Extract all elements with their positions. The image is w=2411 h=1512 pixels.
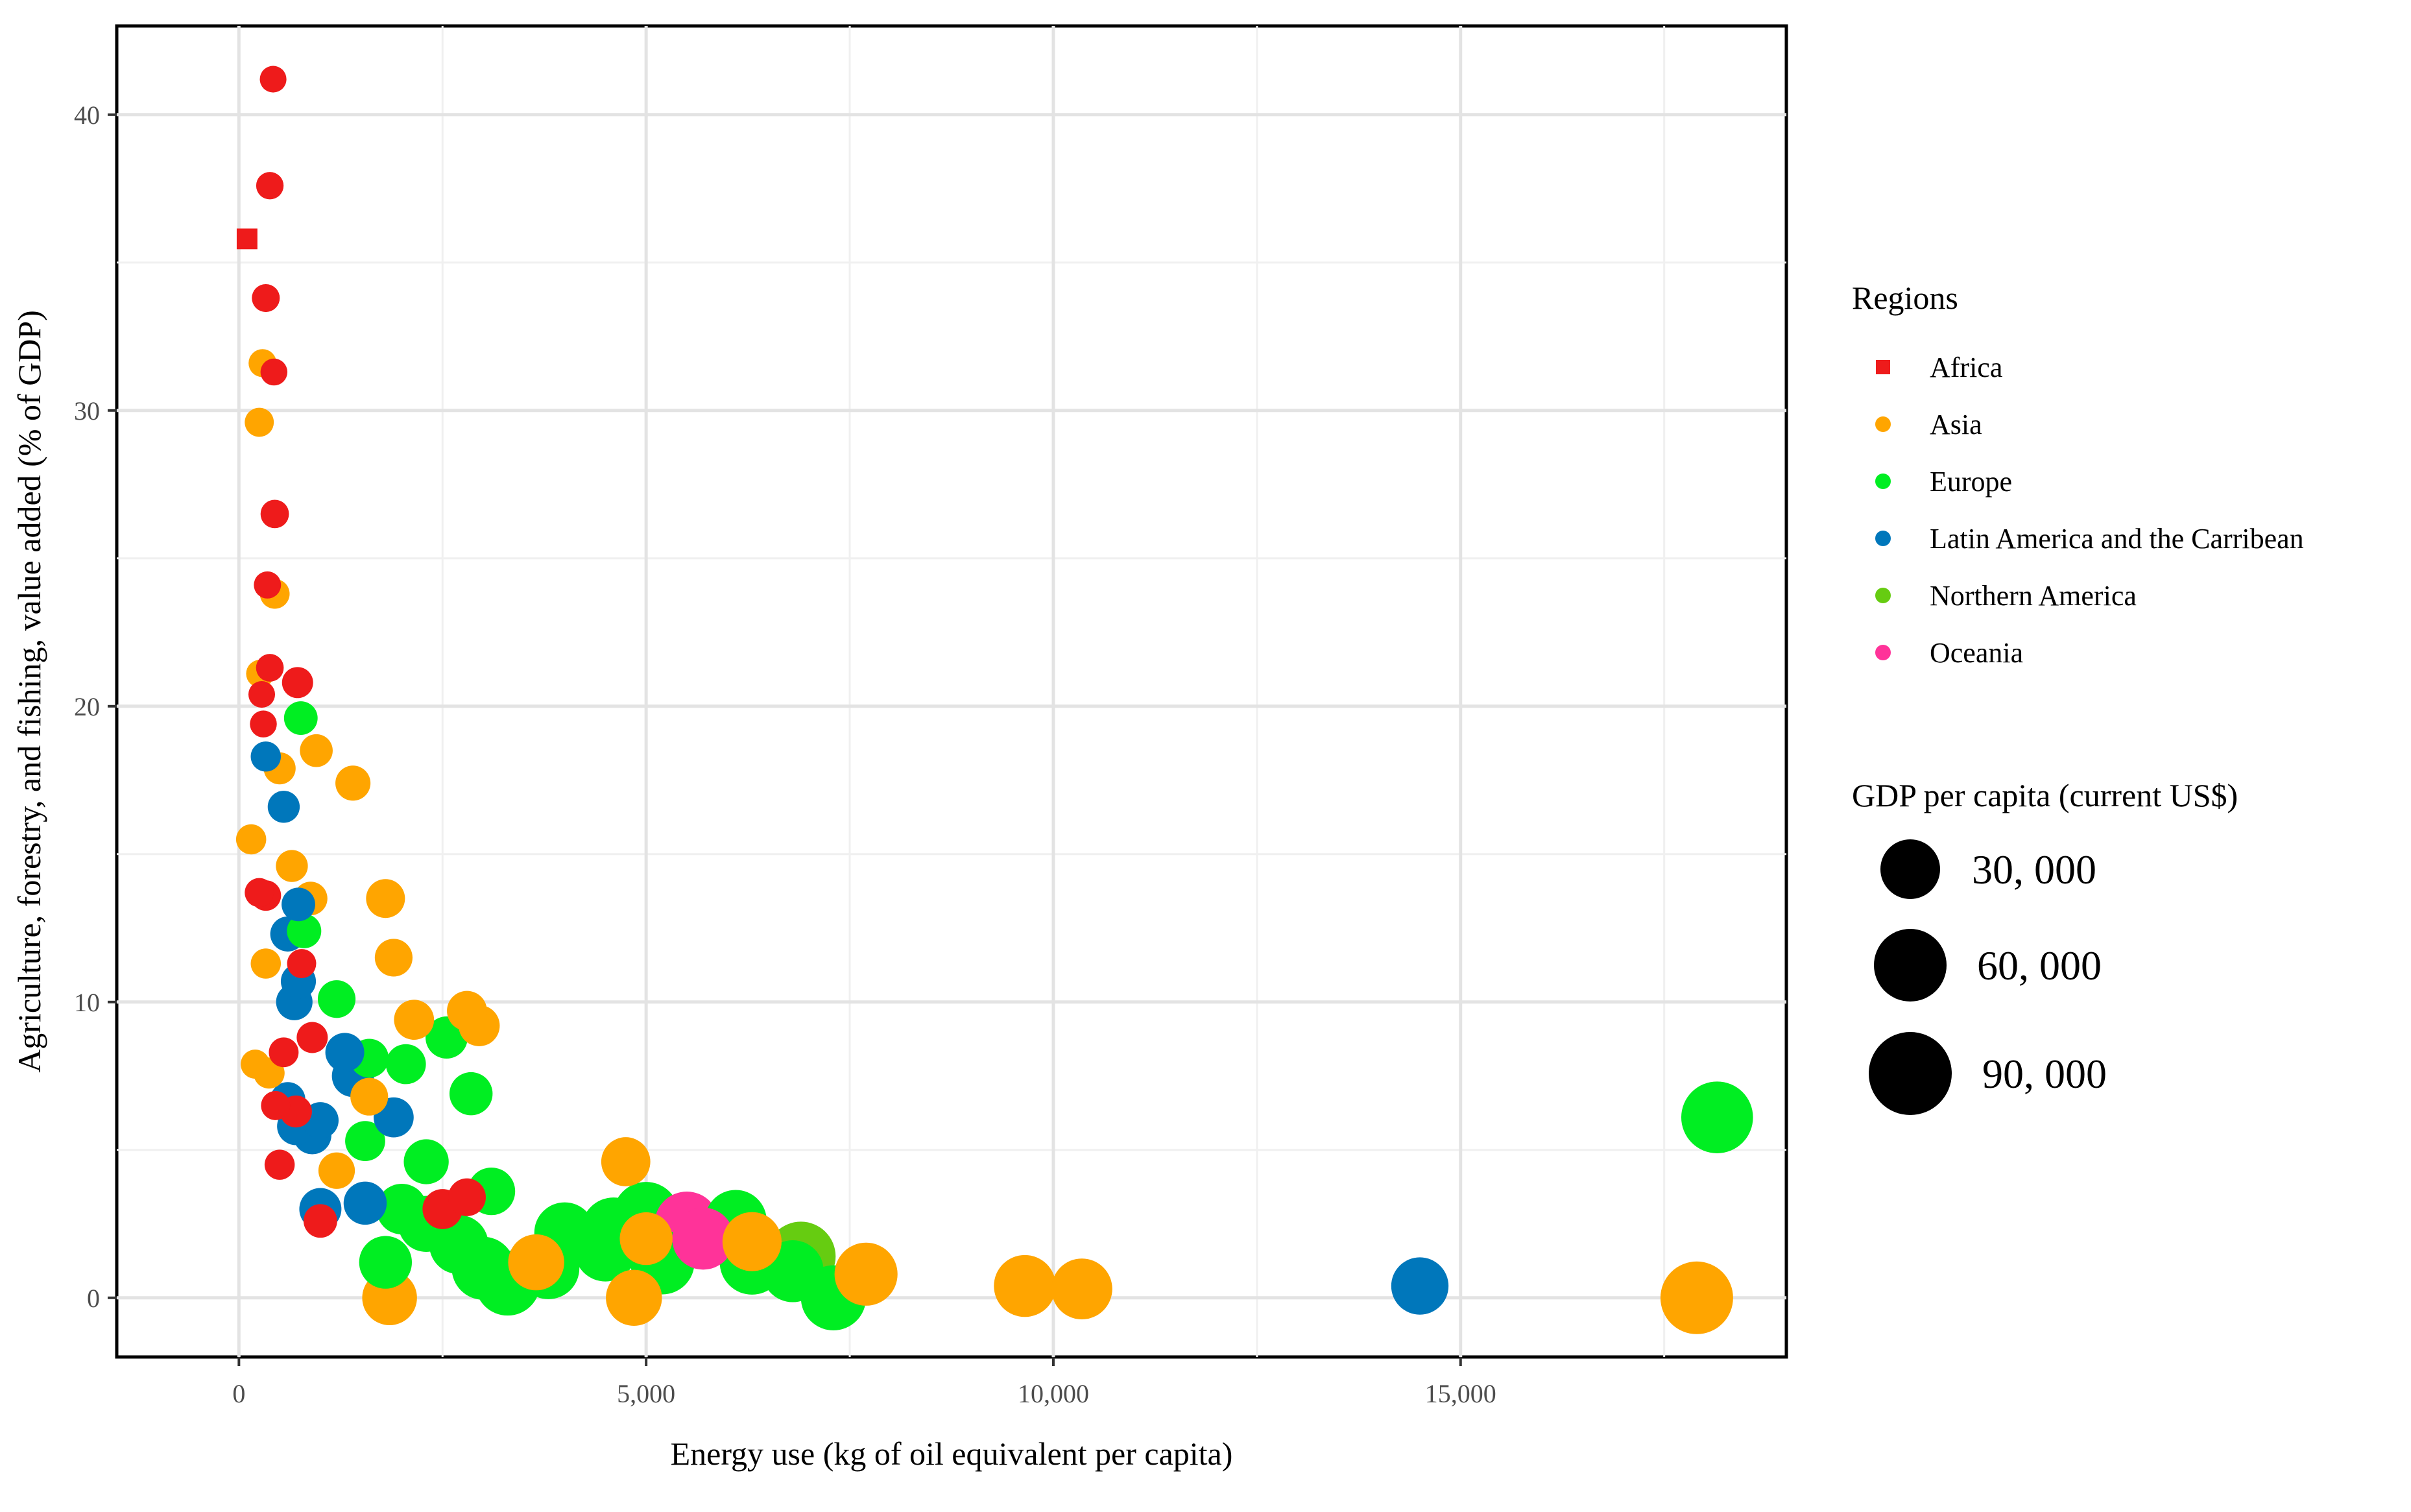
scatter-point	[269, 1037, 299, 1068]
y-axis-title: Agriculture, forestry, and fishing, valu…	[11, 310, 47, 1073]
legend-key	[1875, 645, 1891, 660]
scatter-point	[672, 1207, 734, 1270]
scatter-point	[1681, 1081, 1753, 1153]
scatter-point	[250, 948, 282, 979]
scatter-point	[261, 1090, 291, 1120]
legend-key	[1875, 474, 1891, 489]
scatter-point	[374, 939, 413, 977]
scatter-point	[317, 980, 356, 1018]
scatter-point	[376, 1183, 427, 1235]
scatter-point	[366, 879, 405, 918]
scatter-point	[260, 499, 289, 529]
y-tick-label: 20	[74, 692, 100, 721]
size-legend-key	[1880, 839, 1940, 899]
scatter-point	[508, 1234, 564, 1291]
scatter-point	[619, 1212, 673, 1266]
scatter-point	[447, 990, 487, 1031]
scatter-point	[300, 734, 333, 767]
x-axis-ticks: 0 5,000 10,000 15,000	[232, 1357, 1496, 1408]
scatter-points	[235, 66, 1753, 1334]
legend-key-africa	[1876, 360, 1890, 374]
scatter-point	[1660, 1261, 1733, 1334]
scatter-point	[245, 878, 274, 907]
scatter-point	[601, 1137, 651, 1186]
scatter-point	[283, 701, 318, 735]
legend-label: Europe	[1930, 466, 2012, 498]
legend: Regions Africa Asia Europe Latin America an…	[1852, 280, 2304, 1115]
size-legend-key	[1869, 1032, 1952, 1115]
scatter-point	[606, 1269, 662, 1326]
legend-label: Africa	[1930, 352, 2002, 383]
scatter-point	[259, 66, 287, 93]
legend-key	[1875, 416, 1891, 432]
x-tick-label: 0	[232, 1379, 245, 1408]
legend-size-entries: 30, 000 60, 000 90, 000	[1869, 839, 2107, 1115]
y-tick-label: 10	[74, 988, 100, 1017]
scatter-point	[303, 1204, 337, 1238]
x-tick-label: 15,000	[1425, 1379, 1496, 1408]
scatter-point	[1391, 1257, 1449, 1315]
scatter-point	[335, 765, 371, 801]
scatter-point	[236, 228, 258, 250]
scatter-point	[250, 741, 282, 772]
scatter-point	[287, 949, 317, 978]
scatter-point	[264, 1149, 295, 1180]
legend-size-title: GDP per capita (current US$)	[1852, 777, 2238, 813]
scatter-point	[296, 1022, 328, 1053]
size-legend-key	[1874, 929, 1947, 1002]
legend-label: Asia	[1930, 409, 1982, 440]
scatter-point	[318, 1152, 355, 1189]
legend-label: Latin America and the Carribean	[1930, 523, 2304, 555]
y-tick-label: 30	[74, 396, 100, 426]
size-legend-label: 90, 000	[1982, 1051, 2107, 1097]
scatter-point	[282, 887, 315, 922]
scatter-point	[256, 172, 284, 200]
scatter-point	[1051, 1258, 1112, 1320]
scatter-point	[282, 667, 313, 699]
scatter-point	[254, 571, 282, 599]
scatter-point	[248, 681, 276, 708]
scatter-point	[722, 1212, 782, 1271]
scatter-point	[235, 824, 267, 855]
legend-key	[1875, 531, 1891, 546]
x-tick-label: 5,000	[617, 1379, 675, 1408]
legend-key	[1875, 588, 1891, 603]
y-tick-label: 40	[74, 101, 100, 130]
scatter-point	[241, 1050, 270, 1079]
scatter-point	[343, 1181, 387, 1225]
scatter-point	[449, 1072, 493, 1116]
size-legend-label: 30, 000	[1972, 846, 2096, 893]
scatter-point	[252, 283, 280, 313]
scatter-point	[394, 1000, 435, 1040]
scatter-point	[250, 710, 277, 738]
x-tick-label: 10,000	[1018, 1379, 1089, 1408]
y-tick-label: 0	[87, 1284, 100, 1313]
scatter-point	[994, 1254, 1056, 1317]
scatter-point	[325, 1033, 365, 1072]
scatter-point	[834, 1242, 898, 1306]
scatter-point	[403, 1139, 449, 1184]
scatter-point	[350, 1077, 389, 1116]
legend-color-entries: Africa Asia Europe Latin America and the Ca…	[1875, 352, 2304, 669]
scatter-point	[385, 1044, 426, 1085]
legend-label: Oceania	[1930, 637, 2023, 669]
scatter-point	[267, 791, 300, 823]
scatter-point	[287, 913, 322, 948]
legend-label: Northern America	[1930, 580, 2137, 612]
y-axis-ticks: 0 10 20 30 40	[74, 101, 117, 1313]
scatter-point	[245, 407, 274, 437]
x-axis-title: Energy use (kg of oil equivalent per cap…	[671, 1435, 1233, 1472]
scatter-point	[448, 1178, 486, 1216]
scatter-point	[260, 358, 288, 386]
scatter-point	[345, 1121, 385, 1161]
scatter-point	[276, 850, 308, 882]
scatter-point	[256, 654, 284, 682]
legend-color-title: Regions	[1852, 280, 1958, 316]
size-legend-label: 60, 000	[1977, 942, 2102, 989]
scatter-point	[359, 1236, 413, 1289]
